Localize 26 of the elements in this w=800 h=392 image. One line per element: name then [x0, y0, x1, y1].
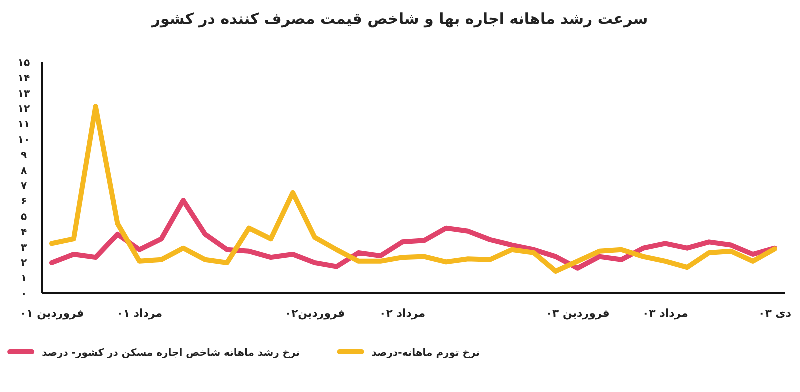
y-tick-label: ۱۱ [18, 120, 30, 131]
y-tick-label: ۲ [20, 258, 28, 270]
y-tick-label: ۹ [20, 150, 28, 162]
x-tick-label: مرداد ۰۳ [642, 307, 688, 320]
y-tick-label: ۴ [20, 227, 28, 238]
x-tick-label: فروردین۰۲ [284, 307, 346, 320]
x-tick-label: فروردین ۰۳ [546, 307, 610, 320]
y-tick-label: ۱۳ [18, 88, 30, 100]
y-tick-label: ۳ [20, 242, 28, 254]
y-tick-label: ۱ [20, 274, 28, 285]
y-tick-label: ۱۵ [18, 58, 30, 69]
y-tick-label: ۵ [20, 212, 28, 223]
x-tick-label: مرداد ۰۱ [116, 307, 163, 320]
y-tick-label: ۷ [20, 181, 28, 192]
y-tick-label: ۶ [20, 196, 28, 208]
y-tick-label: ۱۴ [18, 73, 30, 84]
y-tick-label: ۱۲ [18, 104, 30, 116]
legend-label: نرخ تورم ماهانه-درصد [372, 348, 480, 359]
x-tick-label: دی ۰۳ [758, 307, 792, 320]
y-tick-label: ۸ [20, 166, 28, 177]
y-tick-label: ۰ [20, 289, 28, 300]
x-tick-label: مرداد ۰۲ [380, 307, 426, 320]
y-tick-label: ۱۰ [18, 135, 30, 146]
x-tick-label: فروردین ۰۱ [20, 307, 84, 320]
chart-title: سرعت رشد ماهانه اجاره بها و شاخص قیمت مصرف کننده در کشور [150, 10, 648, 28]
legend-label: نرخ رشد ماهانه شاخص اجاره مسکن در کشور- درصد [42, 348, 300, 359]
